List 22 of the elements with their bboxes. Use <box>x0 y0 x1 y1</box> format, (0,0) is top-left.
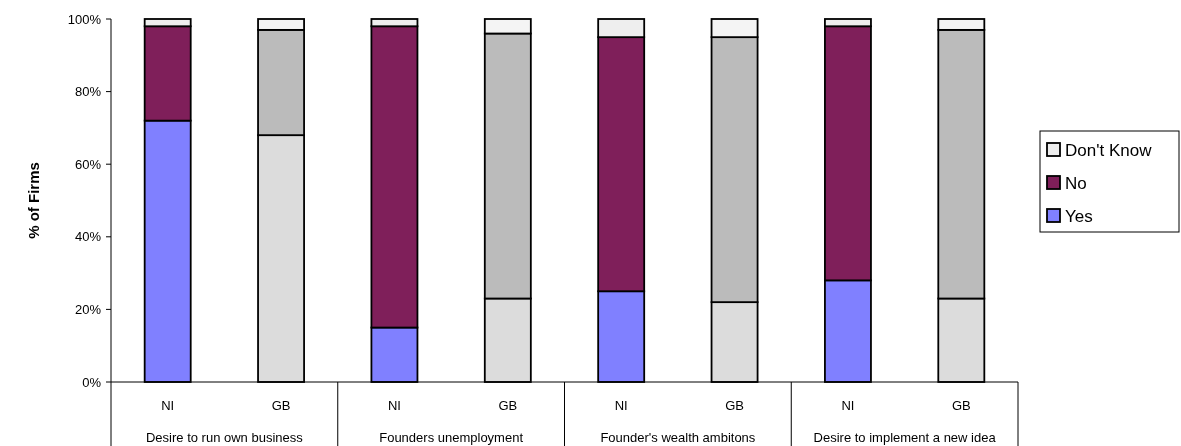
legend-label: Yes <box>1065 206 1093 225</box>
x-tick-label: NI <box>841 397 855 413</box>
x-tick-label: NI <box>614 397 628 413</box>
x-tick-label: NI <box>161 397 175 413</box>
y-tick-label: 80% <box>74 84 102 100</box>
x-tick-label: GB <box>725 397 744 413</box>
text: Desire to implement a new idea <box>813 429 997 445</box>
x-tick-label: GB <box>271 397 291 413</box>
legend-label: No <box>1065 173 1087 192</box>
x-tick-label: NI <box>387 397 401 413</box>
y-axis-title: % of Firms <box>24 162 42 239</box>
x-tick-label: GB <box>951 397 971 413</box>
text: Desire to run own business <box>145 429 304 445</box>
text: Founder's wealth ambitons <box>600 429 756 445</box>
y-tick-label: 100% <box>67 11 102 27</box>
text: Founders unemployment <box>379 429 524 445</box>
x-tick-label: GB <box>498 397 518 413</box>
legend-label: Don't Know <box>1065 140 1153 159</box>
y-tick-label: 40% <box>74 229 102 245</box>
y-tick-label: 0% <box>82 374 102 390</box>
y-tick-label: 20% <box>74 301 102 317</box>
y-tick-label: 60% <box>74 156 102 172</box>
